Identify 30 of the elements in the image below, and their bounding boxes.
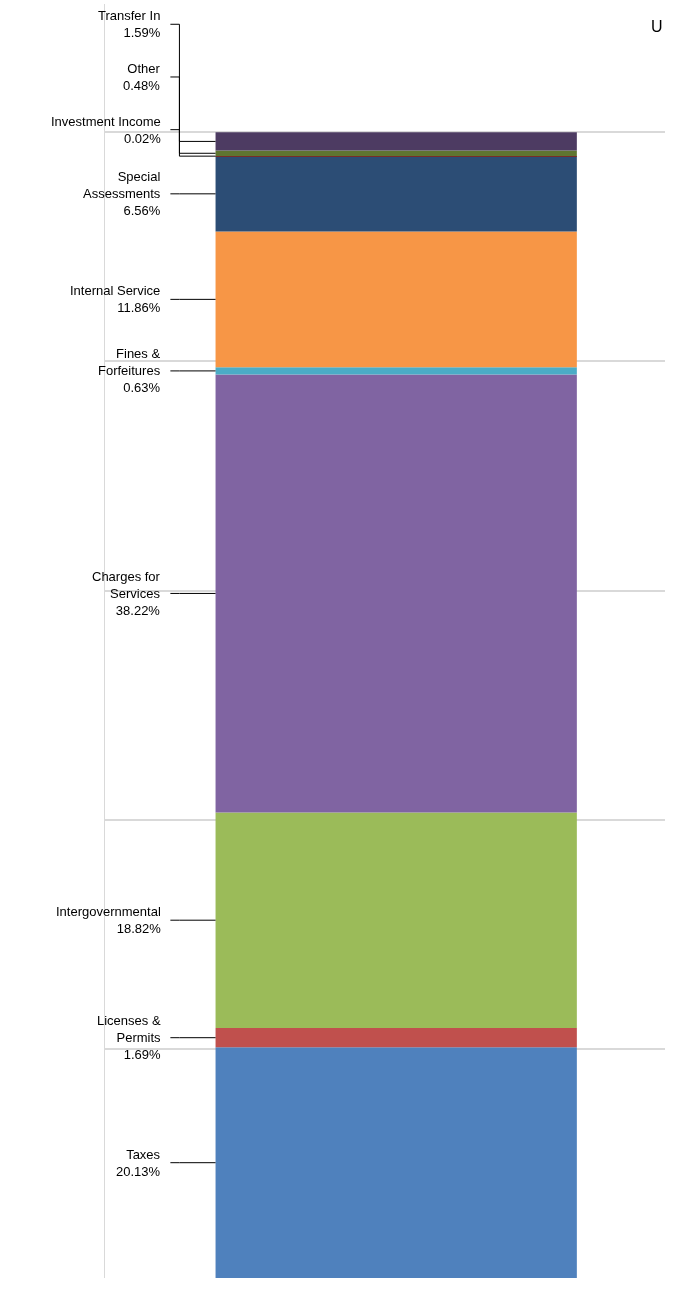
text: Transfer In [98, 8, 161, 23]
bar [215, 231, 577, 368]
text: Investment Income [51, 114, 161, 129]
data-label: 1.69% [123, 1046, 162, 1062]
data-label: 20.13% [116, 1163, 161, 1179]
text: Internal Service [70, 283, 161, 298]
text: U [651, 18, 663, 35]
bar [215, 812, 577, 1029]
data-label: 0.48% [123, 77, 161, 93]
data-label: 18.82% [116, 920, 162, 936]
data-label: 0.02% [123, 130, 162, 146]
data-label: 38.22% [115, 602, 161, 618]
data-label: 11.86% [117, 299, 161, 315]
data-label: 6.56% [123, 202, 161, 218]
text: Taxes [126, 1147, 161, 1162]
text: Licenses & Permits [97, 1013, 162, 1045]
bar [215, 1047, 577, 1278]
bar [215, 367, 577, 375]
text: Charges for Services [92, 569, 161, 601]
text: Special Assessments [83, 169, 161, 201]
text: Fines & Forfeitures [98, 346, 161, 378]
bar [215, 150, 577, 157]
data-label: 1.59% [123, 24, 161, 40]
bar [215, 132, 577, 151]
text: Other [127, 61, 161, 76]
bar [215, 374, 577, 813]
bar [215, 156, 577, 232]
text: Intergovernmental [56, 904, 161, 919]
bar [215, 1028, 577, 1048]
data-label: 0.63% [123, 379, 161, 395]
